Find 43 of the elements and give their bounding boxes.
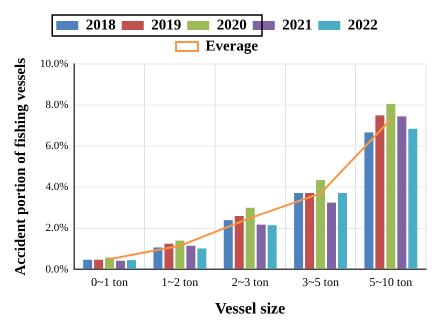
- y-axis-title: Accident portion of fishing vessels: [12, 58, 29, 276]
- y-tick-label: 8.0%: [45, 98, 68, 111]
- bar: [224, 220, 233, 269]
- bar: [164, 244, 174, 269]
- bar: [375, 115, 384, 269]
- x-axis-title: Vessel size: [215, 300, 286, 318]
- x-tick-label: 0~1 ton: [91, 274, 128, 289]
- y-tick-label: 10.0%: [40, 58, 68, 70]
- x-tick-label: 1~2 ton: [161, 274, 198, 289]
- legend-label: 2019: [151, 17, 182, 34]
- legend-label: Everage: [206, 38, 258, 54]
- bar: [364, 132, 374, 269]
- bar: [197, 248, 206, 269]
- x-tick-label: 5~10 ton: [369, 274, 412, 289]
- y-tick-label: 4.0%: [45, 181, 68, 194]
- y-tick-label: 6.0%: [45, 140, 68, 152]
- bar: [234, 216, 244, 269]
- bar: [326, 202, 336, 269]
- bar: [256, 224, 266, 269]
- bar: [386, 104, 396, 269]
- bar: [186, 246, 196, 269]
- legend-label: 2018: [86, 17, 116, 34]
- bar: [338, 192, 347, 269]
- bar: [268, 225, 277, 269]
- bar: [397, 116, 406, 269]
- bar: [94, 260, 104, 269]
- y-tick-label: 2.0%: [45, 222, 68, 234]
- legend-label: 2022: [348, 17, 378, 34]
- legend-label: 2020: [216, 17, 247, 34]
- x-tick-label: 2~3 ton: [232, 274, 269, 289]
- bar: [105, 257, 114, 269]
- bar: [127, 260, 136, 269]
- bar: [316, 180, 326, 269]
- bar: [175, 240, 184, 269]
- bar: [305, 192, 314, 269]
- bar: [116, 260, 126, 269]
- x-tick-label: 3~5 ton: [302, 274, 339, 289]
- legend-label: 2021: [282, 17, 312, 34]
- y-tick-label: 0.0%: [45, 263, 68, 276]
- bar: [246, 208, 255, 269]
- bar: [408, 128, 418, 269]
- bar: [294, 192, 304, 269]
- bar: [83, 260, 92, 269]
